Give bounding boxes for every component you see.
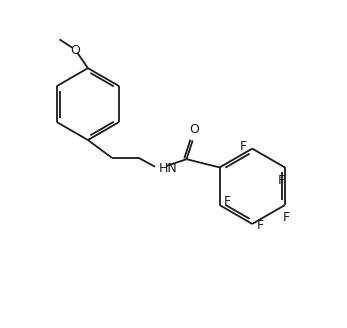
Text: F: F	[240, 140, 247, 154]
Text: F: F	[257, 219, 264, 232]
Text: F: F	[224, 195, 231, 208]
Text: F: F	[283, 211, 290, 224]
Text: HN: HN	[159, 162, 177, 175]
Text: O: O	[70, 44, 80, 57]
Text: F: F	[278, 174, 285, 187]
Text: O: O	[189, 123, 198, 136]
